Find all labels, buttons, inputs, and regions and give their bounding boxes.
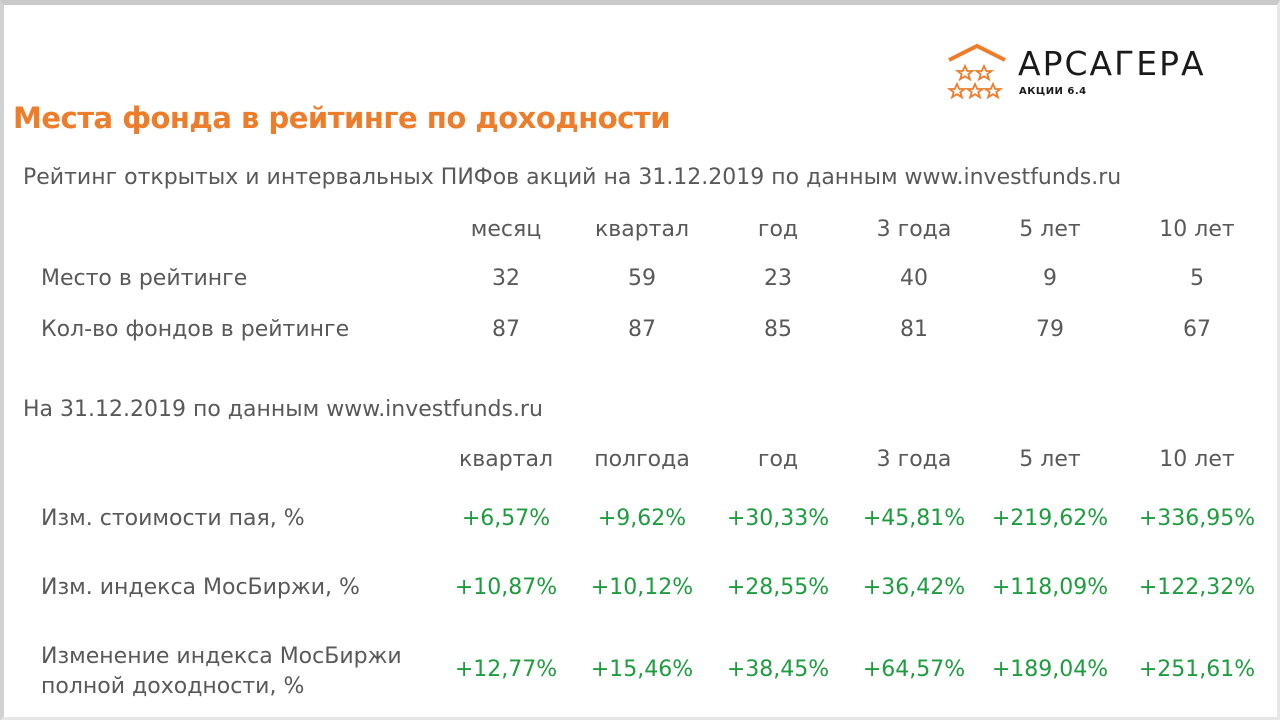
rating-caption: Рейтинг открытых и интервальных ПИФов ак… bbox=[23, 165, 1122, 190]
returns-header-year: год bbox=[757, 447, 799, 472]
fund-return-3y: +45,81% bbox=[862, 506, 966, 531]
rating-place-month: 32 bbox=[492, 266, 520, 291]
tr-index-return-3y: +64,57% bbox=[862, 657, 966, 682]
returns-header-halfyear: полгода bbox=[594, 447, 690, 472]
returns-row-tr-index-label-line2: полной доходности, % bbox=[41, 674, 305, 699]
rating-place-3y: 40 bbox=[900, 266, 928, 291]
fund-return-year: +30,33% bbox=[726, 506, 830, 531]
index-return-year: +28,55% bbox=[726, 575, 830, 600]
rating-header-year: год bbox=[757, 217, 799, 242]
returns-header-10y: 10 лет bbox=[1159, 447, 1235, 472]
index-return-halfyear: +10,12% bbox=[590, 575, 694, 600]
house-stars-logo-icon bbox=[946, 43, 1006, 100]
rating-header-3y: 3 года bbox=[876, 217, 952, 242]
logo-name: АРСАГЕРА bbox=[1018, 44, 1206, 83]
rating-count-month: 87 bbox=[492, 317, 520, 342]
rating-row-place-label: Место в рейтинге bbox=[41, 266, 248, 291]
rating-header-5y: 5 лет bbox=[1019, 217, 1081, 242]
rating-header-month: месяц bbox=[470, 217, 542, 242]
returns-header-5y: 5 лет bbox=[1019, 447, 1081, 472]
returns-caption: На 31.12.2019 по данным www.investfunds.… bbox=[23, 397, 543, 422]
tr-index-return-10y: +251,61% bbox=[1138, 657, 1256, 682]
returns-row-index-label: Изм. индекса МосБиржи, % bbox=[41, 575, 360, 600]
rating-count-5y: 79 bbox=[1036, 317, 1064, 342]
rating-place-year: 23 bbox=[764, 266, 792, 291]
fund-return-halfyear: +9,62% bbox=[597, 506, 687, 531]
index-return-10y: +122,32% bbox=[1138, 575, 1256, 600]
index-return-3y: +36,42% bbox=[862, 575, 966, 600]
fund-return-quarter: +6,57% bbox=[461, 506, 551, 531]
rating-count-10y: 67 bbox=[1183, 317, 1211, 342]
returns-row-fund-label: Изм. стоимости пая, % bbox=[41, 506, 305, 531]
index-return-quarter: +10,87% bbox=[454, 575, 558, 600]
logo-subtitle: АКЦИИ 6.4 bbox=[1019, 86, 1087, 97]
tr-index-return-year: +38,45% bbox=[726, 657, 830, 682]
rating-place-quarter: 59 bbox=[628, 266, 656, 291]
returns-row-tr-index-label-line1: Изменение индекса МосБиржи bbox=[41, 644, 402, 669]
rating-place-10y: 5 bbox=[1190, 266, 1204, 291]
fund-return-10y: +336,95% bbox=[1138, 506, 1256, 531]
rating-header-10y: 10 лет bbox=[1159, 217, 1235, 242]
page-title: Места фонда в рейтинге по доходности bbox=[13, 101, 671, 135]
tr-index-return-halfyear: +15,46% bbox=[590, 657, 694, 682]
arsagera-logo: АРСАГЕРА АКЦИИ 6.4 bbox=[946, 42, 1246, 106]
tr-index-return-5y: +189,04% bbox=[991, 657, 1109, 682]
index-return-5y: +118,09% bbox=[991, 575, 1109, 600]
returns-header-3y: 3 года bbox=[876, 447, 952, 472]
returns-header-quarter: квартал bbox=[458, 447, 554, 472]
rating-count-3y: 81 bbox=[900, 317, 928, 342]
tr-index-return-quarter: +12,77% bbox=[454, 657, 558, 682]
rating-header-quarter: квартал bbox=[594, 217, 690, 242]
fund-return-5y: +219,62% bbox=[991, 506, 1109, 531]
rating-place-5y: 9 bbox=[1043, 266, 1057, 291]
rating-row-count-label: Кол-во фондов в рейтинге bbox=[41, 317, 350, 342]
rating-count-year: 85 bbox=[764, 317, 792, 342]
rating-count-quarter: 87 bbox=[628, 317, 656, 342]
